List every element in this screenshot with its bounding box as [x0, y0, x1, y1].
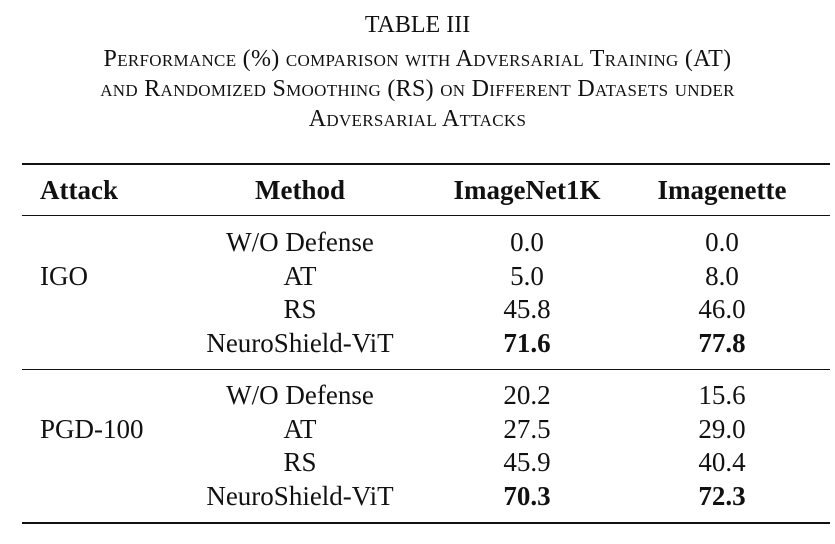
- score-cell: 29.0: [698, 413, 746, 444]
- score-cell: 45.9: [503, 447, 551, 478]
- caption-line: Performance (%) comparison with Adversar…: [103, 46, 732, 72]
- attack-cell: PGD-100: [40, 413, 144, 444]
- method-cell: NeuroShield-ViT: [206, 328, 394, 359]
- header-cell: Method: [255, 175, 345, 205]
- caption-line: and Randomized Smoothing (RS) on Differe…: [100, 76, 735, 102]
- method-cell: RS: [283, 294, 317, 325]
- method-cell: W/O Defense: [226, 380, 374, 410]
- score-cell: 27.5: [503, 413, 551, 444]
- bottom-rule: [22, 522, 830, 524]
- method-cell: NeuroShield-ViT: [206, 481, 394, 512]
- score-cell: 15.6: [698, 380, 746, 410]
- score-cell: 0.0: [705, 227, 739, 257]
- score-cell: 46.0: [698, 294, 746, 325]
- group-rule: [22, 369, 830, 370]
- header-rule: [22, 215, 830, 216]
- method-cell: AT: [283, 413, 317, 444]
- score-cell: 77.8: [698, 328, 746, 359]
- header-cell: ImageNet1K: [453, 175, 601, 205]
- score-cell: 70.3: [503, 481, 551, 512]
- method-cell: W/O Defense: [226, 227, 374, 257]
- header-cell: Attack: [40, 175, 118, 205]
- score-cell: 71.6: [503, 328, 551, 359]
- score-cell: 45.8: [503, 294, 551, 325]
- score-cell: 72.3: [698, 481, 746, 512]
- score-cell: 0.0: [510, 227, 544, 257]
- score-cell: 8.0: [705, 260, 739, 291]
- attack-cell: IGO: [40, 260, 88, 291]
- header-cell: Imagenette: [657, 175, 787, 205]
- method-cell: AT: [283, 260, 317, 291]
- score-cell: 40.4: [698, 447, 746, 478]
- top-rule: [22, 163, 830, 165]
- caption-line: Adversarial Attacks: [308, 106, 527, 132]
- score-cell: 20.2: [503, 380, 551, 410]
- score-cell: 5.0: [510, 260, 544, 291]
- table-label: TABLE III: [364, 12, 471, 38]
- method-cell: RS: [283, 447, 317, 478]
